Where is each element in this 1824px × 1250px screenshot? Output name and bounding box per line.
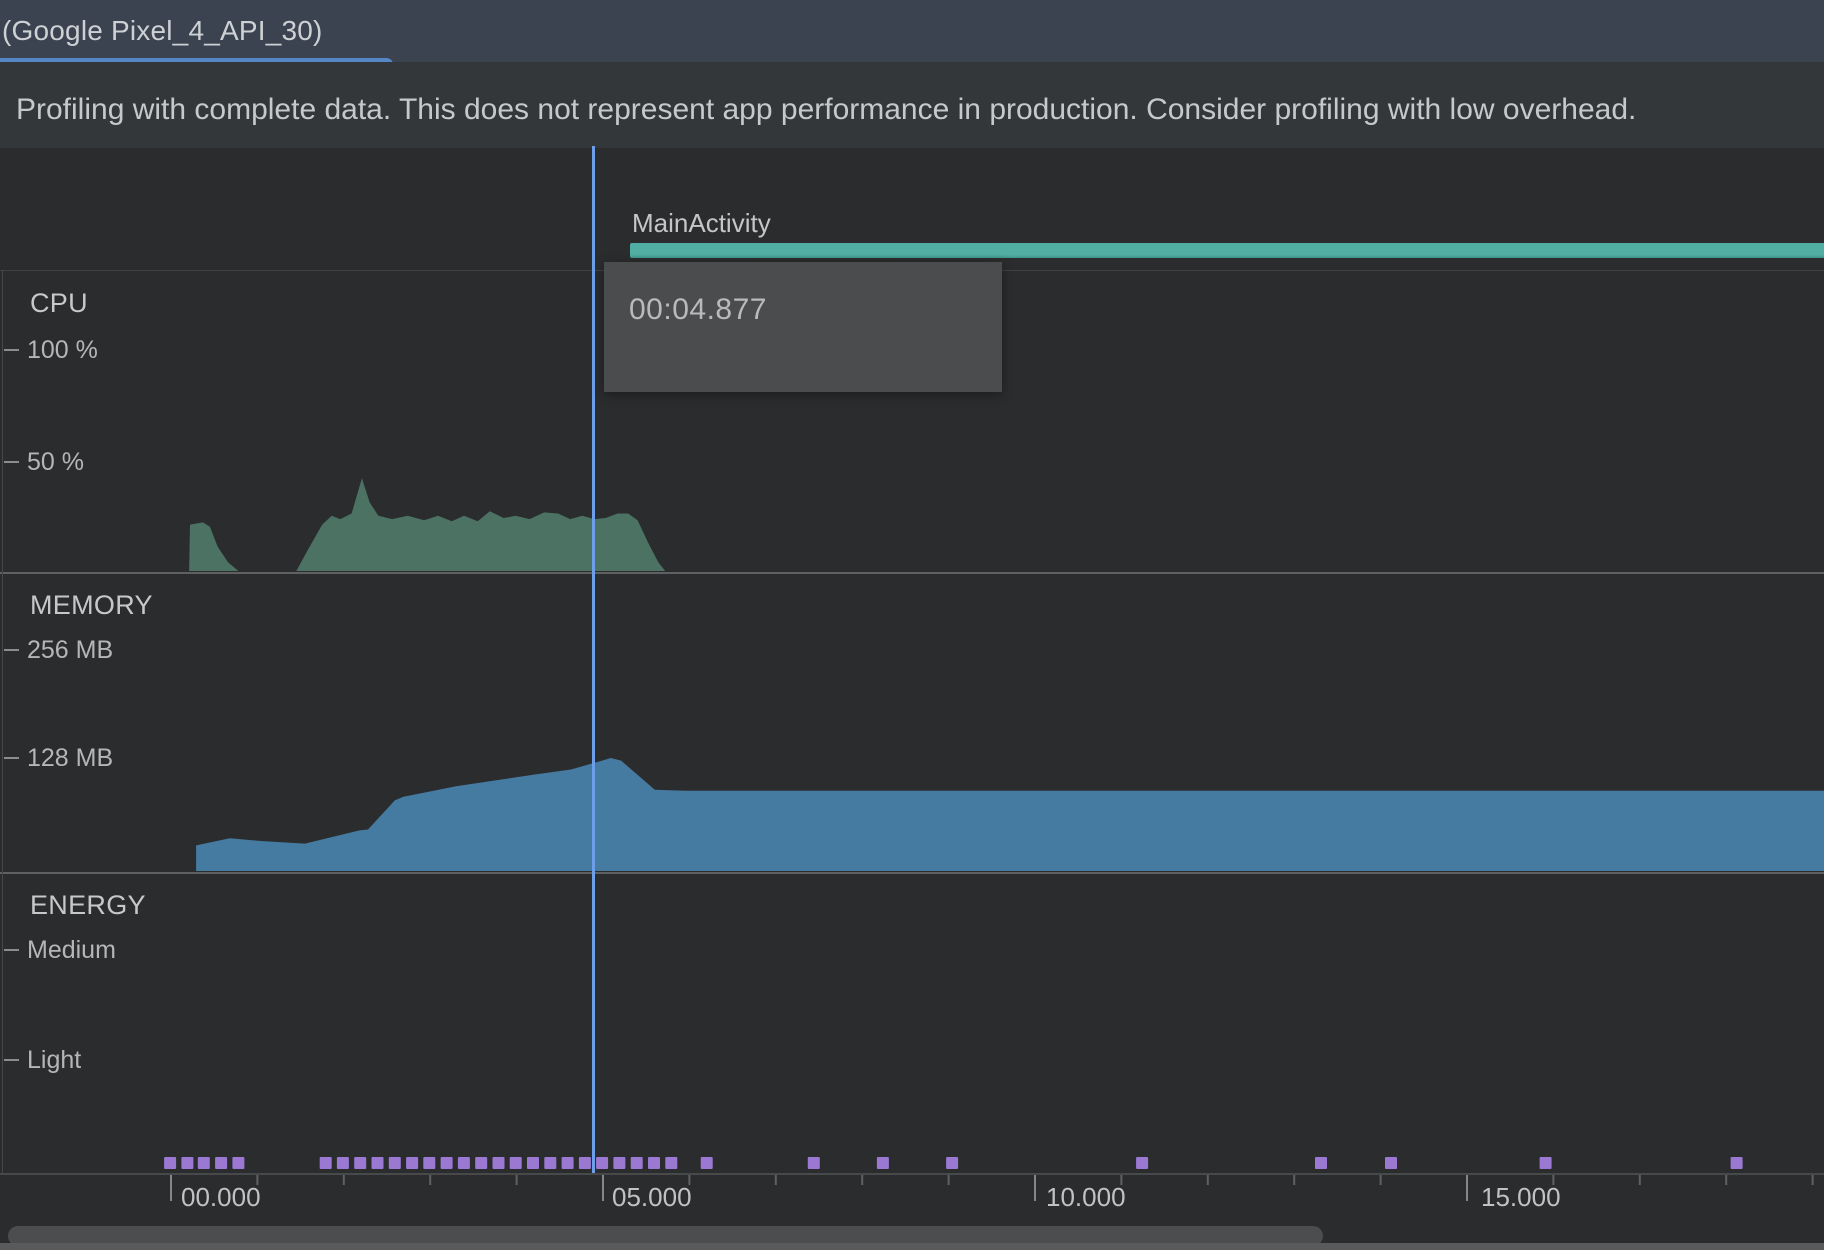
time-label-15: 15.000 [1481, 1182, 1561, 1212]
energy-event-marker[interactable] [215, 1157, 228, 1169]
energy-event-marker[interactable] [876, 1157, 889, 1169]
energy-event-marker[interactable] [630, 1157, 643, 1169]
profiling-mode-banner-text: Profiling with complete data. This does … [16, 93, 1637, 126]
energy-event-marker[interactable] [613, 1157, 626, 1169]
energy-tick-light-label: Light [27, 1046, 82, 1074]
energy-event-marker[interactable] [700, 1157, 713, 1169]
memory-tick-256-dash [4, 649, 19, 651]
energy-event-marker[interactable] [807, 1157, 820, 1169]
energy-event-marker[interactable] [1385, 1157, 1397, 1169]
divider-cpu-memory [0, 572, 1824, 574]
energy-event-marker[interactable] [354, 1157, 367, 1169]
cpu-tick-50-dash [4, 461, 19, 463]
energy-event-marker[interactable] [232, 1157, 245, 1169]
energy-event-marker[interactable] [527, 1157, 539, 1169]
energy-section-title[interactable]: ENERGY [30, 890, 146, 920]
cpu-tick-100-dash [4, 349, 19, 351]
energy-event-marker[interactable] [665, 1157, 678, 1169]
energy-event-marker[interactable] [561, 1157, 574, 1169]
time-tooltip: 00:04.877 [604, 262, 1002, 392]
energy-event-marker[interactable] [544, 1157, 557, 1169]
energy-event-marker[interactable] [440, 1157, 453, 1169]
energy-event-marker[interactable] [181, 1157, 194, 1169]
cpu-section-title[interactable]: CPU [30, 288, 88, 318]
tooltip-timestamp: 00:04.877 [629, 293, 767, 326]
energy-event-marker[interactable] [197, 1157, 210, 1169]
memory-section-title[interactable]: MEMORY [30, 590, 153, 620]
activity-name-label[interactable]: MainActivity [632, 208, 771, 238]
energy-event-marker[interactable] [648, 1157, 660, 1169]
cpu-tick-50-label: 50 % [27, 448, 84, 476]
energy-event-marker[interactable] [336, 1157, 349, 1169]
left-axis-line [2, 270, 3, 1173]
energy-event-marker[interactable] [946, 1157, 959, 1169]
energy-event-marker[interactable] [406, 1157, 419, 1169]
energy-event-marker[interactable] [371, 1157, 384, 1169]
memory-area-chart [196, 758, 1824, 871]
energy-event-marker[interactable] [388, 1157, 401, 1169]
memory-tick-128-dash [4, 757, 19, 759]
horizontal-scrollbar-thumb[interactable] [8, 1226, 1323, 1246]
time-label-10: 10.000 [1046, 1182, 1126, 1212]
energy-event-marker[interactable] [319, 1157, 332, 1169]
time-axis-line [0, 1173, 1824, 1175]
memory-tick-256-label: 256 MB [27, 636, 114, 664]
energy-event-marker[interactable] [423, 1157, 436, 1169]
energy-event-marker[interactable] [475, 1157, 488, 1169]
profiling-mode-banner [0, 62, 1824, 148]
time-label-00: 00.000 [181, 1182, 261, 1212]
energy-tick-medium-label: Medium [27, 936, 116, 964]
tab-bar: (Google Pixel_4_API_30) [0, 0, 1824, 71]
energy-tick-light-dash [4, 1059, 19, 1061]
energy-event-marker[interactable] [578, 1157, 591, 1169]
energy-event-marker[interactable] [596, 1157, 609, 1169]
energy-event-marker[interactable] [1730, 1157, 1743, 1169]
energy-event-marker[interactable] [457, 1157, 470, 1169]
energy-event-marker[interactable] [1136, 1157, 1149, 1169]
energy-event-marker[interactable] [509, 1157, 522, 1169]
timeline-cursor-line[interactable] [592, 146, 595, 1173]
energy-event-marker[interactable] [492, 1157, 505, 1169]
activity-lifecycle-bar[interactable] [630, 243, 1824, 258]
energy-tick-medium-dash [4, 949, 19, 951]
memory-tick-128-label: 128 MB [27, 744, 114, 772]
energy-event-marker[interactable] [164, 1157, 177, 1169]
time-label-05: 05.000 [612, 1182, 692, 1212]
window-bottom-strip [0, 1243, 1824, 1250]
energy-event-marker[interactable] [1539, 1157, 1552, 1169]
divider-memory-energy [0, 872, 1824, 874]
energy-event-marker[interactable] [1315, 1157, 1327, 1169]
cpu-tick-100-label: 100 % [27, 336, 98, 364]
tab-device-session[interactable]: (Google Pixel_4_API_30) [2, 15, 323, 46]
